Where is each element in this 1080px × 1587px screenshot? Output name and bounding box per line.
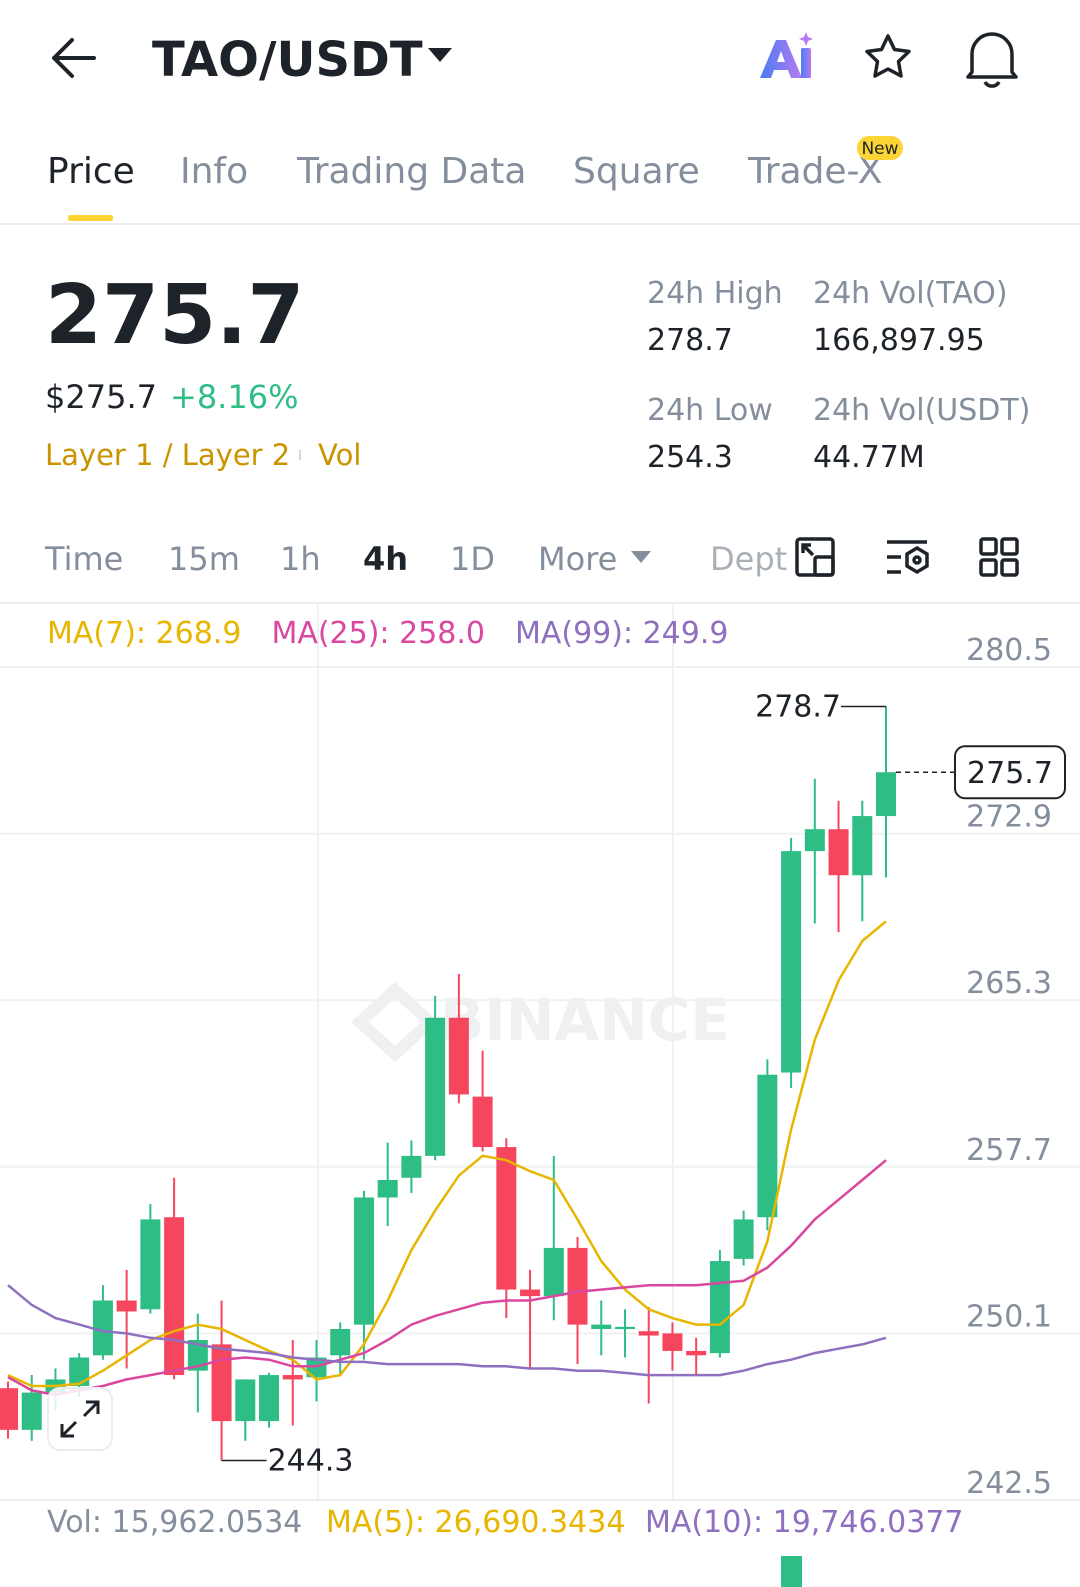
candle-body — [164, 1217, 185, 1376]
last-price: 275.7 — [45, 268, 304, 363]
candle-body — [425, 1017, 446, 1156]
candle-body — [353, 1197, 374, 1325]
candle-body — [496, 1147, 517, 1290]
candle-body — [401, 1155, 422, 1178]
y-tick-label: 272.9 — [966, 800, 1052, 835]
candle-body — [567, 1247, 588, 1325]
y-tick-label: 257.7 — [966, 1133, 1052, 1168]
candle-body — [330, 1329, 351, 1356]
candle-body — [92, 1300, 113, 1356]
candle-body — [235, 1379, 256, 1422]
y-tick-label: 265.3 — [966, 966, 1052, 1001]
usd-price: $275.7 — [45, 378, 157, 416]
stat-value: 278.7 — [647, 323, 733, 358]
pair-dropdown[interactable] — [428, 48, 452, 62]
candle-body — [21, 1392, 42, 1430]
volume-legend: MA(5): 26,690.3434 — [326, 1505, 625, 1540]
toolbar-bg — [788, 528, 1078, 588]
candle-body — [543, 1247, 564, 1297]
volume-legend: Vol: 15,962.0534 — [47, 1505, 302, 1540]
chart: BINANCE 280.5 272.9 265.3 257.7 250.1 242.5 MA(… — [0, 616, 1080, 1501]
tab[interactable]: Square — [573, 151, 700, 192]
candle-body — [259, 1375, 280, 1422]
candle-body — [116, 1300, 137, 1312]
candle-body — [69, 1357, 90, 1387]
favorite-button[interactable] — [865, 34, 911, 78]
high-label: 278.7 — [755, 689, 841, 724]
legend-entry: MA(25): 258.0 — [271, 616, 485, 651]
price-change: +8.16% — [170, 378, 298, 416]
ma-line — [7, 1284, 887, 1377]
volume-legend: MA(10): 19,746.0377 — [645, 1505, 964, 1540]
candle-body — [377, 1179, 398, 1198]
back-button[interactable] — [52, 38, 96, 78]
y-tick-label: 280.5 — [966, 633, 1052, 668]
category-tag[interactable]: Layer 1 / Layer 2 — [45, 438, 290, 472]
stat-label: 24h High — [647, 276, 783, 311]
volume-bar — [781, 1556, 802, 1587]
candle-body — [757, 1074, 778, 1218]
candle-body — [733, 1219, 754, 1259]
stat-label: 24h Low — [647, 393, 773, 428]
vol-tag[interactable]: Vol — [318, 438, 361, 472]
candle-body — [520, 1289, 541, 1297]
tab[interactable]: Trading Data — [296, 151, 526, 192]
candle-body — [614, 1326, 635, 1330]
tab-indicator — [68, 215, 113, 221]
stat-value: 44.77M — [813, 440, 925, 475]
candle-body — [591, 1324, 612, 1330]
y-tick-label: 242.5 — [966, 1466, 1052, 1501]
more-caret[interactable] — [631, 551, 651, 563]
interval[interactable]: 1D — [450, 540, 495, 578]
candle-body — [140, 1219, 161, 1310]
last-price-box — [954, 745, 1066, 800]
new-badge — [857, 136, 903, 160]
stat-value: 166,897.95 — [813, 323, 985, 358]
candle-body — [638, 1331, 659, 1336]
expand-button[interactable] — [47, 1387, 113, 1451]
candle-body — [472, 1096, 493, 1148]
indicator-icon[interactable] — [887, 540, 929, 575]
new-badge-text: New — [861, 139, 898, 159]
candle-body — [282, 1375, 303, 1380]
candle-body — [0, 1388, 18, 1430]
candle-body — [448, 1017, 469, 1095]
legend-entry: MA(7): 268.9 — [47, 616, 241, 651]
interval[interactable]: More — [538, 540, 617, 578]
interval[interactable]: 15m — [168, 540, 240, 578]
pair-title[interactable]: TAO/USDT — [152, 32, 423, 88]
stat-value: 254.3 — [647, 440, 733, 475]
low-label: 244.3 — [268, 1444, 354, 1479]
stat-label: 24h Vol(TAO) — [813, 276, 1008, 311]
candle-body — [662, 1333, 683, 1351]
watermark-logo — [351, 981, 439, 1063]
candle-body — [852, 816, 873, 876]
candle-body — [876, 772, 897, 817]
tab[interactable]: Price — [47, 151, 135, 192]
tab[interactable]: Trade-X — [747, 151, 882, 192]
y-tick-label: 250.1 — [966, 1299, 1052, 1334]
candle-body — [686, 1350, 707, 1356]
watermark: BINANCE — [440, 986, 730, 1054]
interval[interactable]: Time — [44, 540, 123, 578]
chart-icon[interactable] — [795, 537, 835, 577]
candle-body — [709, 1261, 730, 1354]
candle-body — [781, 851, 802, 1073]
ma-line — [7, 1159, 887, 1397]
tab[interactable]: Info — [180, 151, 248, 192]
legend-entry: MA(99): 249.9 — [515, 616, 729, 651]
candle-body — [187, 1339, 208, 1371]
last-price-label: 275.7 — [967, 756, 1053, 791]
candle-body — [828, 829, 849, 876]
ai-button[interactable] — [760, 32, 813, 78]
candle-body — [211, 1344, 232, 1422]
alert-button[interactable] — [966, 32, 1018, 88]
interval[interactable]: 4h — [363, 540, 408, 578]
candle-body — [804, 829, 825, 852]
layout-icon[interactable] — [979, 537, 1019, 577]
stat-label: 24h Vol(USDT) — [813, 393, 1030, 428]
interval[interactable]: 1h — [280, 540, 321, 578]
